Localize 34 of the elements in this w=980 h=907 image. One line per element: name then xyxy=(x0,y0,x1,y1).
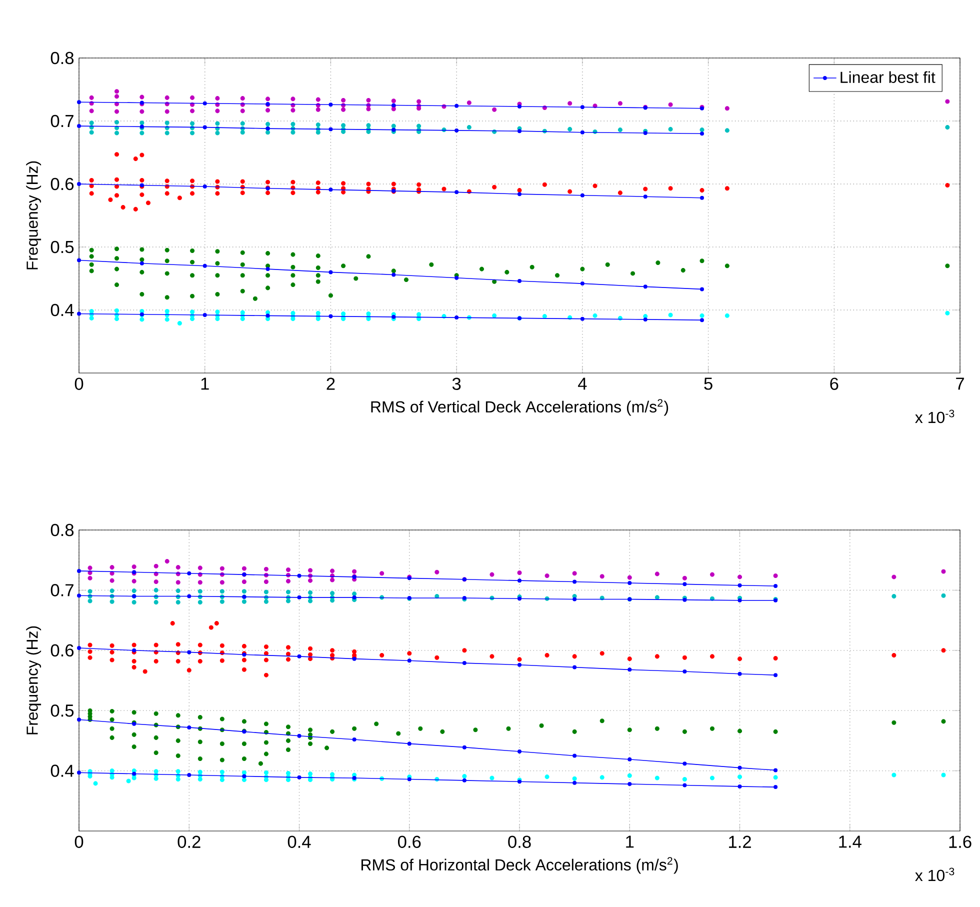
x-tick-label: 4 xyxy=(578,378,587,390)
x-tick-label: 1 xyxy=(626,836,634,848)
x-tick-label: 7 xyxy=(956,378,964,390)
x-tick-label: 6 xyxy=(830,378,838,390)
text: x 10$^{-3}$ xyxy=(915,868,954,882)
y-tick-label: 0.8 xyxy=(50,52,74,64)
x-axis-title: RMS of Horizontal Deck Accelerations (m/s$^{2}$) xyxy=(361,857,678,874)
x-tick-label: 0.6 xyxy=(398,836,421,848)
x-axis-title: RMS of Vertical Deck Accelerations (m/s$^{2}$) xyxy=(371,399,668,416)
y-tick-label: 0.7 xyxy=(50,584,74,596)
x-tick-label: 0.2 xyxy=(178,836,200,848)
y-tick-label: 0.4 xyxy=(50,764,74,777)
y-axis-title: Frequency (Hz) xyxy=(26,626,42,734)
y-tick-label: 0.4 xyxy=(50,304,74,316)
x-tick-label: 1 xyxy=(201,378,209,390)
legend-label: Linear best fit xyxy=(840,71,936,83)
x-tick-label: 2 xyxy=(326,378,335,390)
y-tick-label: 0.5 xyxy=(50,704,74,717)
x-tick-label: 0 xyxy=(74,378,84,390)
y-axis-title: Frequency (Hz) xyxy=(26,161,42,270)
x-tick-label: 5 xyxy=(704,378,712,390)
x-tick-label: 1.4 xyxy=(839,836,862,848)
x-tick-label: 3 xyxy=(452,378,461,390)
x-tick-label: 0.8 xyxy=(508,836,531,848)
y-tick-label: 0.5 xyxy=(50,240,74,254)
x-tick-label: 0 xyxy=(74,836,84,848)
y-tick-label: 0.8 xyxy=(50,524,74,536)
x-tick-label: 1.2 xyxy=(729,836,751,848)
y-tick-label: 0.6 xyxy=(50,178,74,190)
y-tick-label: 0.7 xyxy=(50,114,74,128)
x-tick-label: 1.6 xyxy=(949,836,972,848)
text: x 10$^{-3}$ xyxy=(915,410,954,424)
y-tick-label: 0.6 xyxy=(50,644,74,657)
x-tick-label: 0.4 xyxy=(288,836,311,848)
